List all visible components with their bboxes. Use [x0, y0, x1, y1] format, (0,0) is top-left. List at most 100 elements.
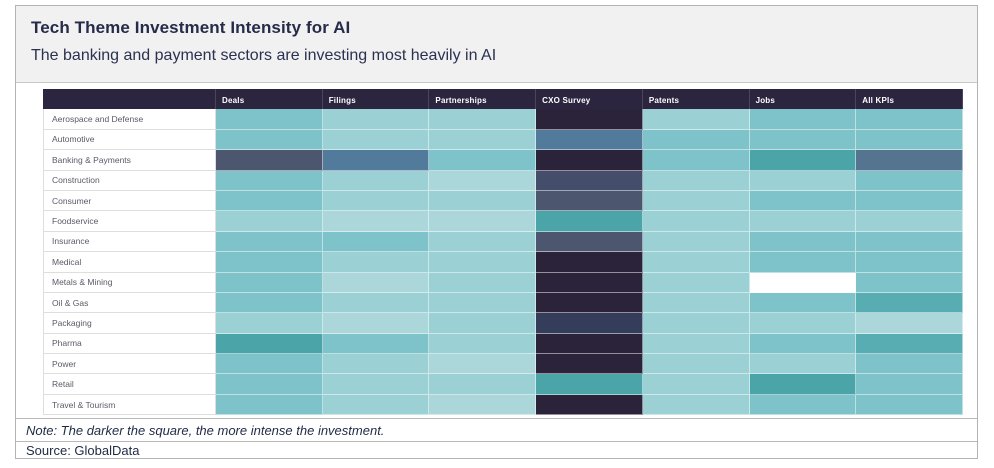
heatmap-cell [429, 252, 537, 273]
heatmap-cell [642, 354, 750, 375]
heatmap-row-label: Oil & Gas [43, 292, 216, 314]
heatmap-row-label: Construction [43, 170, 216, 191]
heatmap-cell [536, 333, 643, 355]
heatmap-cell [856, 333, 963, 355]
heatmap-cell [216, 109, 323, 130]
heatmap-cell [429, 374, 537, 395]
heatmap-cell [856, 272, 963, 293]
heatmap-cell [536, 354, 643, 375]
heatmap-cell [749, 170, 857, 191]
heatmap-cell [429, 150, 537, 171]
heatmap-cell [322, 394, 430, 416]
heatmap-cell [216, 150, 323, 171]
heatmap-cell [429, 170, 537, 191]
source-row: Source: GlobalData [16, 441, 977, 458]
heatmap-cell [322, 190, 430, 212]
heatmap-cell [536, 150, 643, 171]
heatmap-cell [642, 252, 750, 273]
heatmap-cell [856, 109, 963, 130]
heatmap-cell [322, 354, 430, 375]
heatmap-cell [642, 109, 750, 130]
heatmap-cell [856, 394, 963, 416]
heatmap-cell [429, 354, 537, 375]
heatmap-cell [749, 129, 857, 151]
report-card: Tech Theme Investment Intensity for AI T… [15, 5, 978, 459]
heatmap-cell [642, 190, 750, 212]
heatmap-corner-cell [43, 89, 216, 111]
heatmap-cell [536, 252, 643, 273]
heatmap-cell [749, 354, 857, 375]
heatmap-cell [749, 313, 857, 334]
heatmap-cell [642, 272, 750, 293]
heatmap-row-label: Insurance [43, 231, 216, 253]
heatmap-cell [856, 252, 963, 273]
heatmap-cell [856, 292, 963, 314]
heatmap-cell [322, 211, 430, 232]
source-text: Source: GlobalData [26, 442, 140, 458]
heatmap-cell [322, 374, 430, 395]
heatmap-cell [642, 313, 750, 334]
heatmap-row-label: Banking & Payments [43, 150, 216, 171]
heatmap-row-label: Metals & Mining [43, 272, 216, 293]
heatmap-cell [642, 374, 750, 395]
heatmap-row-label: Aerospace and Defense [43, 109, 216, 130]
heatmap-cell [642, 211, 750, 232]
heatmap-cell [749, 394, 857, 416]
heatmap-row-label: Medical [43, 252, 216, 273]
heatmap-cell [216, 292, 323, 314]
heatmap-cell [856, 211, 963, 232]
heatmap-cell [429, 394, 537, 416]
heatmap-row-label: Retail [43, 374, 216, 395]
heatmap-column-header: Deals [216, 89, 323, 111]
heatmap-cell [536, 109, 643, 130]
heatmap-cell [749, 272, 857, 293]
heatmap-cell [429, 272, 537, 293]
heatmap-cell [749, 333, 857, 355]
heatmap-cell [856, 374, 963, 395]
heatmap-cell [216, 211, 323, 232]
heatmap-row-label: Packaging [43, 313, 216, 334]
heatmap-row-label: Automotive [43, 129, 216, 151]
heatmap-column-header: Patents [642, 89, 750, 111]
investment-heatmap: Deals Filings Partnerships CXO Survey Patent… [43, 89, 963, 416]
heatmap-cell [216, 129, 323, 151]
report-header: Tech Theme Investment Intensity for AI T… [16, 6, 977, 83]
heatmap-column-header: Filings [322, 89, 430, 111]
heatmap-cell [536, 129, 643, 151]
heatmap-row-label: Power [43, 354, 216, 375]
heatmap-cell [216, 333, 323, 355]
heatmap-row-label: Pharma [43, 333, 216, 355]
heatmap-cell [429, 231, 537, 253]
heatmap-cell [642, 292, 750, 314]
heatmap-cell [536, 272, 643, 293]
page-title: Tech Theme Investment Intensity for AI [31, 18, 351, 37]
heatmap-cell [429, 211, 537, 232]
heatmap-cell [322, 109, 430, 130]
heatmap-cell [536, 211, 643, 232]
heatmap-column-header: CXO Survey [536, 89, 643, 111]
heatmap-cell [216, 252, 323, 273]
heatmap-cell [536, 231, 643, 253]
heatmap-cell [856, 129, 963, 151]
heatmap-cell [322, 313, 430, 334]
heatmap-cell [216, 170, 323, 191]
heatmap-cell [642, 170, 750, 191]
heatmap-cell [216, 231, 323, 253]
heatmap-cell [216, 354, 323, 375]
heatmap-cell [642, 231, 750, 253]
heatmap-cell [536, 170, 643, 191]
heatmap-cell [749, 231, 857, 253]
heatmap-cell [216, 374, 323, 395]
heatmap-cell [216, 313, 323, 334]
heatmap-cell [856, 231, 963, 253]
heatmap-cell [322, 150, 430, 171]
heatmap-cell [749, 109, 857, 130]
heatmap-cell [856, 150, 963, 171]
heatmap-cell [642, 394, 750, 416]
heatmap-cell [856, 313, 963, 334]
heatmap-cell [856, 190, 963, 212]
heatmap-cell [429, 190, 537, 212]
heatmap-cell [322, 231, 430, 253]
heatmap-cell [322, 272, 430, 293]
